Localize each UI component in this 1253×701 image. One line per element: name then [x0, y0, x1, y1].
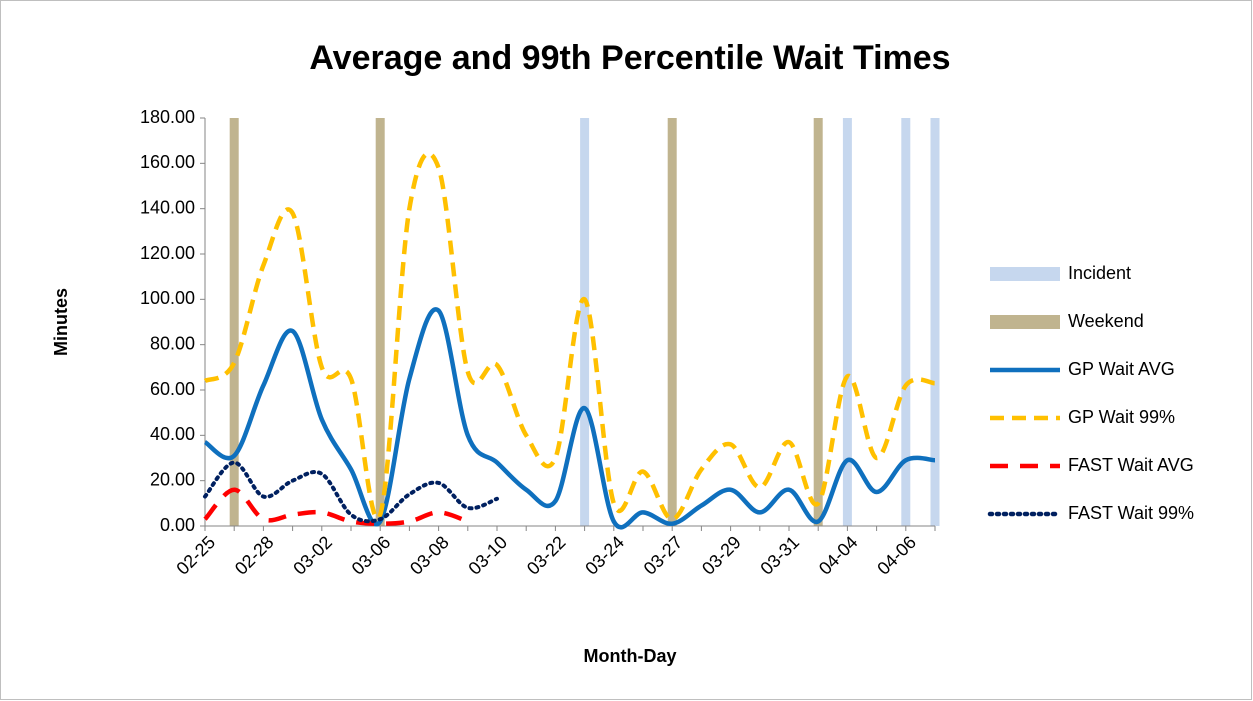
legend-label: Weekend [1068, 311, 1144, 331]
y-tick-label: 160.00 [140, 152, 195, 172]
y-tick-label: 40.00 [150, 424, 195, 444]
legend-swatch [990, 315, 1060, 329]
bar [842, 118, 852, 526]
line-series [203, 487, 469, 526]
legend-label: GP Wait 99% [1068, 407, 1175, 427]
legend-label: FAST Wait AVG [1068, 455, 1194, 475]
y-tick-label: 0.00 [160, 515, 195, 535]
chart-title: Average and 99th Percentile Wait Times [309, 39, 950, 77]
line-series [203, 307, 936, 530]
bar [667, 118, 677, 526]
bar [580, 118, 590, 526]
x-axis-label: Month-Day [584, 646, 677, 666]
y-tick-label: 120.00 [140, 243, 195, 263]
legend-label: FAST Wait 99% [1068, 503, 1194, 523]
y-tick-label: 80.00 [150, 333, 195, 353]
y-tick-label: 100.00 [140, 288, 195, 308]
y-tick-label: 20.00 [150, 469, 195, 489]
y-tick-label: 140.00 [140, 197, 195, 217]
y-axis-label: Minutes [51, 288, 71, 356]
y-tick-label: 180.00 [140, 107, 195, 127]
y-tick-label: 60.00 [150, 379, 195, 399]
legend-label: GP Wait AVG [1068, 359, 1175, 379]
bar [813, 118, 823, 526]
bar [229, 118, 239, 526]
legend-swatch [990, 267, 1060, 281]
line-series [203, 460, 499, 524]
bar [901, 118, 911, 526]
bar [375, 118, 385, 526]
line-series [203, 151, 936, 522]
bar [930, 118, 940, 526]
legend-label: Incident [1068, 263, 1131, 283]
